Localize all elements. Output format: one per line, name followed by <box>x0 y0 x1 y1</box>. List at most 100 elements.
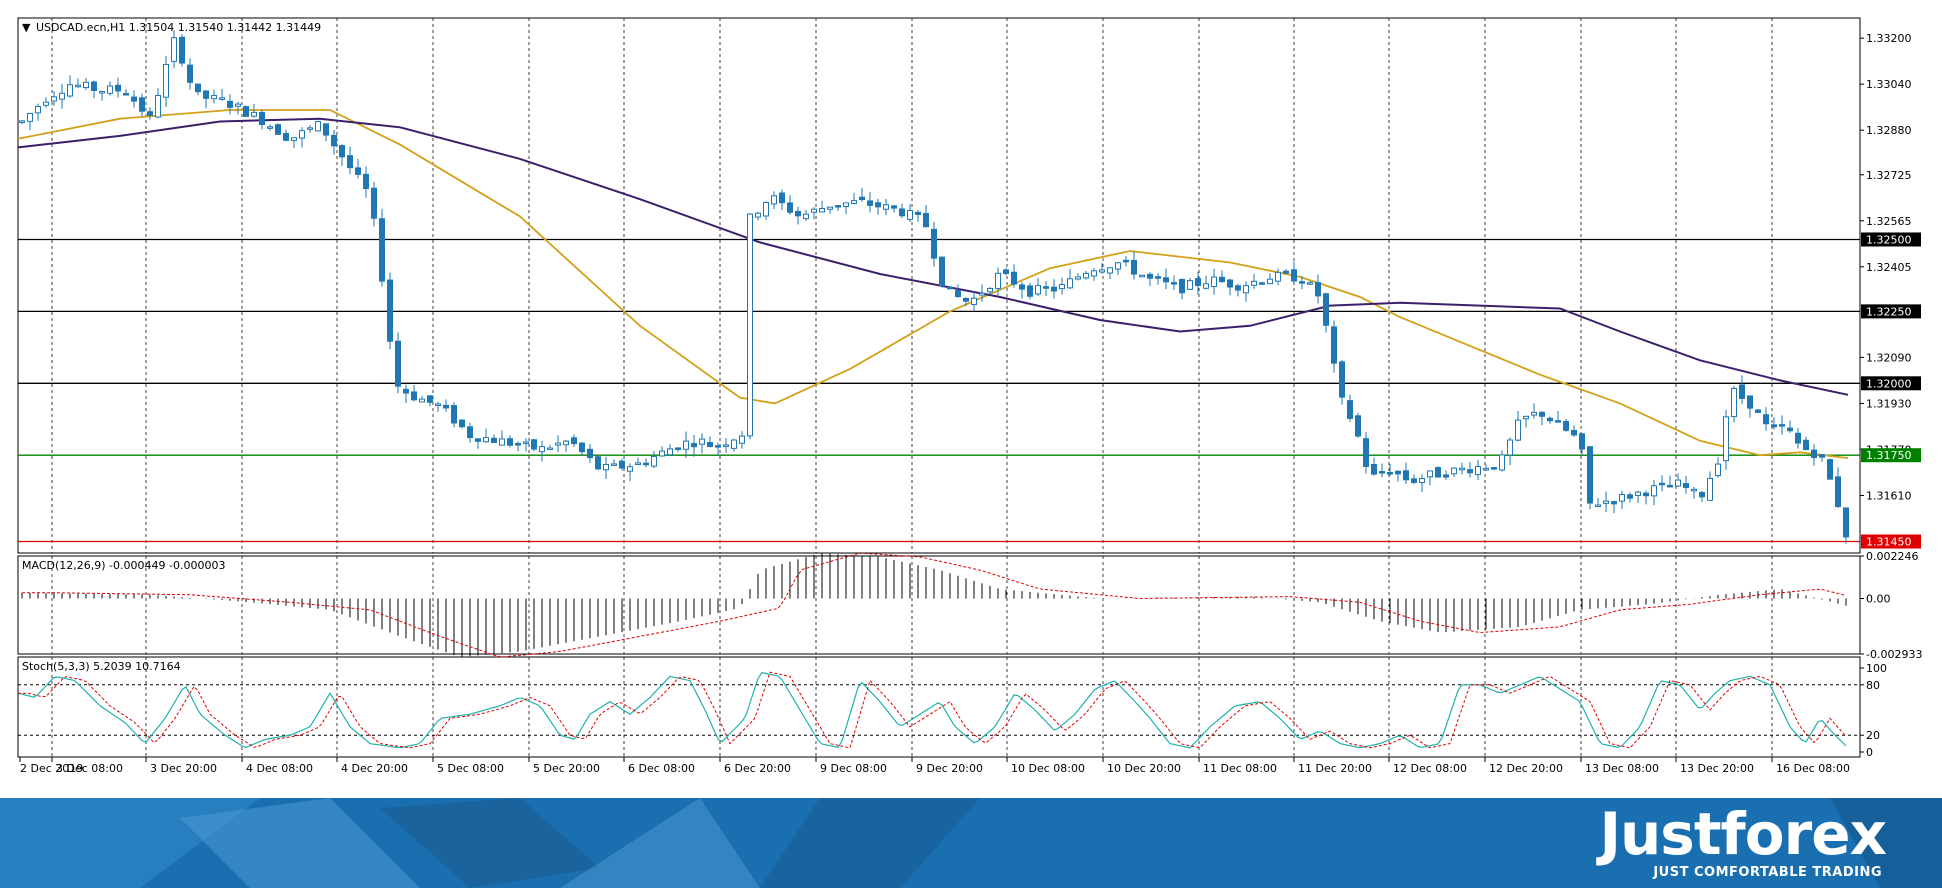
bear-candle <box>1163 277 1169 283</box>
bull-candle <box>1675 479 1681 487</box>
bear-candle <box>283 133 289 141</box>
bull-candle <box>1187 280 1193 290</box>
macd-panel[interactable] <box>17 555 1861 655</box>
candlesticks <box>19 30 1849 544</box>
bear-candle <box>1043 286 1049 289</box>
bear-candle <box>1131 259 1137 275</box>
bull-candle <box>1211 276 1217 288</box>
bear-candle <box>1819 454 1825 458</box>
bear-candle <box>1283 270 1289 274</box>
time-tick-label: 10 Dec 20:00 <box>1107 762 1181 775</box>
bear-candle <box>1371 463 1377 475</box>
bear-candle <box>1123 259 1129 263</box>
time-tick-label: 10 Dec 08:00 <box>1011 762 1085 775</box>
price-tick-label: 1.32565 <box>1866 215 1912 228</box>
bear-candle <box>387 279 393 342</box>
bear-candle <box>1235 285 1241 291</box>
bear-candle <box>1227 279 1233 288</box>
bull-candle <box>723 444 729 447</box>
bear-candle <box>139 97 145 112</box>
bear-candle <box>1323 293 1329 326</box>
bear-candle <box>411 391 417 401</box>
bear-candle <box>1403 470 1409 481</box>
stoch-panel[interactable] <box>17 656 1861 758</box>
bear-candle <box>1563 421 1569 431</box>
bull-candle <box>419 398 425 403</box>
bear-candle <box>1051 286 1057 292</box>
dropdown-arrow-icon[interactable]: ▼ <box>22 21 31 34</box>
bear-candle <box>1539 411 1545 417</box>
bull-candle <box>1507 439 1513 456</box>
price-tick-label: 1.32090 <box>1866 351 1912 364</box>
bull-candle <box>483 437 489 443</box>
bear-candle <box>363 173 369 190</box>
bear-candle <box>1291 269 1297 282</box>
macd-tick-label: 0.00 <box>1866 593 1891 606</box>
bull-candle <box>235 103 241 107</box>
bull-candle <box>1619 494 1625 502</box>
level-badge-label: 1.32000 <box>1866 377 1912 390</box>
bull-candle <box>1091 270 1097 277</box>
bull-candle <box>731 439 737 449</box>
bear-candle <box>1771 424 1777 428</box>
bull-candle <box>851 200 857 204</box>
justforex-logo[interactable]: Justforex <box>1599 800 1887 868</box>
bear-candle <box>691 443 697 448</box>
banner-background <box>0 798 1942 888</box>
bear-candle <box>1467 469 1473 474</box>
bear-candle <box>867 200 873 206</box>
bear-candle <box>859 196 865 201</box>
bear-candle <box>259 111 265 126</box>
symbol-info: USDCAD.ecn,H1 1.31504 1.31540 1.31442 1.… <box>36 21 321 34</box>
bull-candle <box>19 120 25 123</box>
bear-candle <box>1299 281 1305 284</box>
bear-candle <box>1395 470 1401 475</box>
moving-averages <box>17 109 1849 459</box>
bull-candle <box>83 81 89 89</box>
time-tick-label: 12 Dec 20:00 <box>1489 762 1563 775</box>
bear-candle <box>715 445 721 448</box>
price-tick-label: 1.31930 <box>1866 397 1912 410</box>
macd-label: MACD(12,26,9) -0.000449 -0.000003 <box>22 559 225 572</box>
bear-candle <box>1491 467 1497 470</box>
bear-candle <box>955 289 961 298</box>
bear-candle <box>1755 409 1761 413</box>
bull-candle <box>1715 463 1721 477</box>
bull-candle <box>1427 470 1433 478</box>
bull-candle <box>1499 454 1505 471</box>
bear-candle <box>1587 446 1593 504</box>
bull-candle <box>763 201 769 217</box>
level-badge <box>1861 534 1921 549</box>
bull-candle <box>771 195 777 205</box>
bull-candle <box>843 202 849 207</box>
price-tick-label: 1.32405 <box>1866 261 1912 274</box>
bear-candle <box>467 426 473 439</box>
ma-slow-line <box>17 117 1849 396</box>
bear-candle <box>243 105 249 117</box>
bear-candle <box>1643 492 1649 497</box>
bear-candle <box>1739 384 1745 399</box>
bull-candle <box>1035 285 1041 295</box>
bull-candle <box>107 85 113 94</box>
bear-candle <box>1683 483 1689 489</box>
bear-candle <box>1659 482 1665 486</box>
bull-candle <box>163 63 169 98</box>
bull-candle <box>211 95 217 100</box>
stoch-tick-label: 80 <box>1866 679 1880 692</box>
level-badge <box>1861 304 1921 319</box>
level-badge <box>1861 448 1921 463</box>
bear-candle <box>1747 395 1753 409</box>
bear-candle <box>179 36 185 64</box>
bear-candle <box>923 213 929 228</box>
time-tick-label: 6 Dec 20:00 <box>724 762 791 775</box>
bull-candle <box>1419 478 1425 483</box>
bear-candle <box>443 404 449 409</box>
bull-candle <box>1707 477 1713 501</box>
bull-candle <box>987 287 993 293</box>
bear-candle <box>491 437 497 443</box>
trading-chart[interactable]: 1.33200 1.33040 1.32880 1.32725 1.32565 1.324… <box>0 0 1942 798</box>
bear-candle <box>275 124 281 135</box>
bull-candle <box>1115 262 1121 270</box>
bear-candle <box>1179 278 1185 294</box>
